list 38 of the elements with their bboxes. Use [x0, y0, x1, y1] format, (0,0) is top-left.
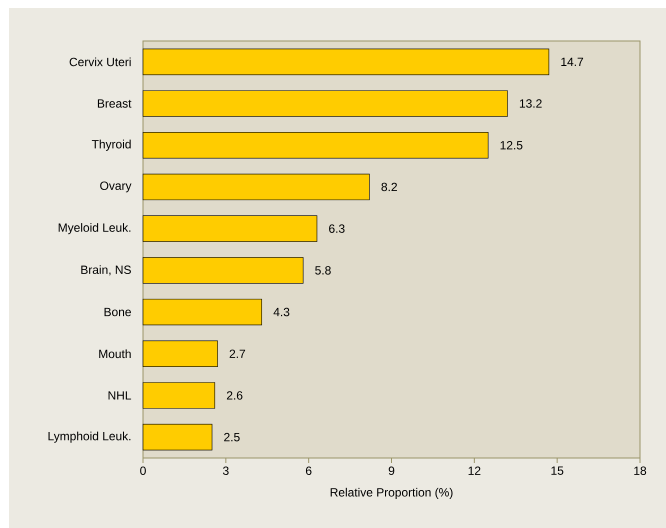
data-label: 2.7 [230, 350, 246, 358]
x-tick-label: 6 [306, 466, 312, 475]
bar [142, 132, 488, 158]
data-label: 13.2 [520, 99, 542, 108]
x-tick-label: 12 [468, 466, 480, 475]
y-tick-label: Myeloid Leuk. [58, 223, 130, 234]
data-label: 2.5 [224, 432, 240, 442]
bar [142, 424, 212, 450]
y-tick-label: Breast [98, 99, 132, 108]
y-tick-label: Cervix Uteri [70, 57, 131, 66]
bar [142, 382, 216, 409]
data-label: 4.3 [274, 308, 290, 316]
y-tick-label: Ovary [100, 182, 132, 192]
bar [142, 298, 262, 326]
y-tick-label: NHL [108, 391, 132, 400]
y-tick-label: Thyroid [92, 140, 131, 151]
data-label: 6.3 [329, 224, 345, 233]
bar [142, 257, 304, 284]
bar [142, 90, 508, 117]
data-label: 12.5 [500, 141, 522, 150]
x-tick-label: 9 [388, 466, 394, 475]
y-tick-label: Lymphoid Leuk. [48, 432, 130, 443]
data-label: 14.7 [561, 58, 584, 66]
bar [142, 48, 550, 76]
x-tick-label: 0 [140, 466, 146, 475]
x-tick-label: 18 [634, 466, 646, 475]
x-tick-label: 3 [222, 466, 229, 475]
data-label: 2.6 [226, 391, 242, 400]
x-axis-title: Relative Proportion (%) [330, 488, 453, 499]
y-tick-label: Brain, NS [81, 265, 131, 276]
y-tick-label: Mouth [99, 349, 131, 358]
data-label: 5.8 [315, 266, 331, 275]
bar [142, 215, 318, 242]
bar [142, 174, 370, 200]
x-tick-label: 15 [551, 466, 564, 475]
data-label: 8.2 [381, 182, 397, 192]
y-tick-label: Bone [104, 308, 131, 316]
bar [142, 340, 218, 367]
